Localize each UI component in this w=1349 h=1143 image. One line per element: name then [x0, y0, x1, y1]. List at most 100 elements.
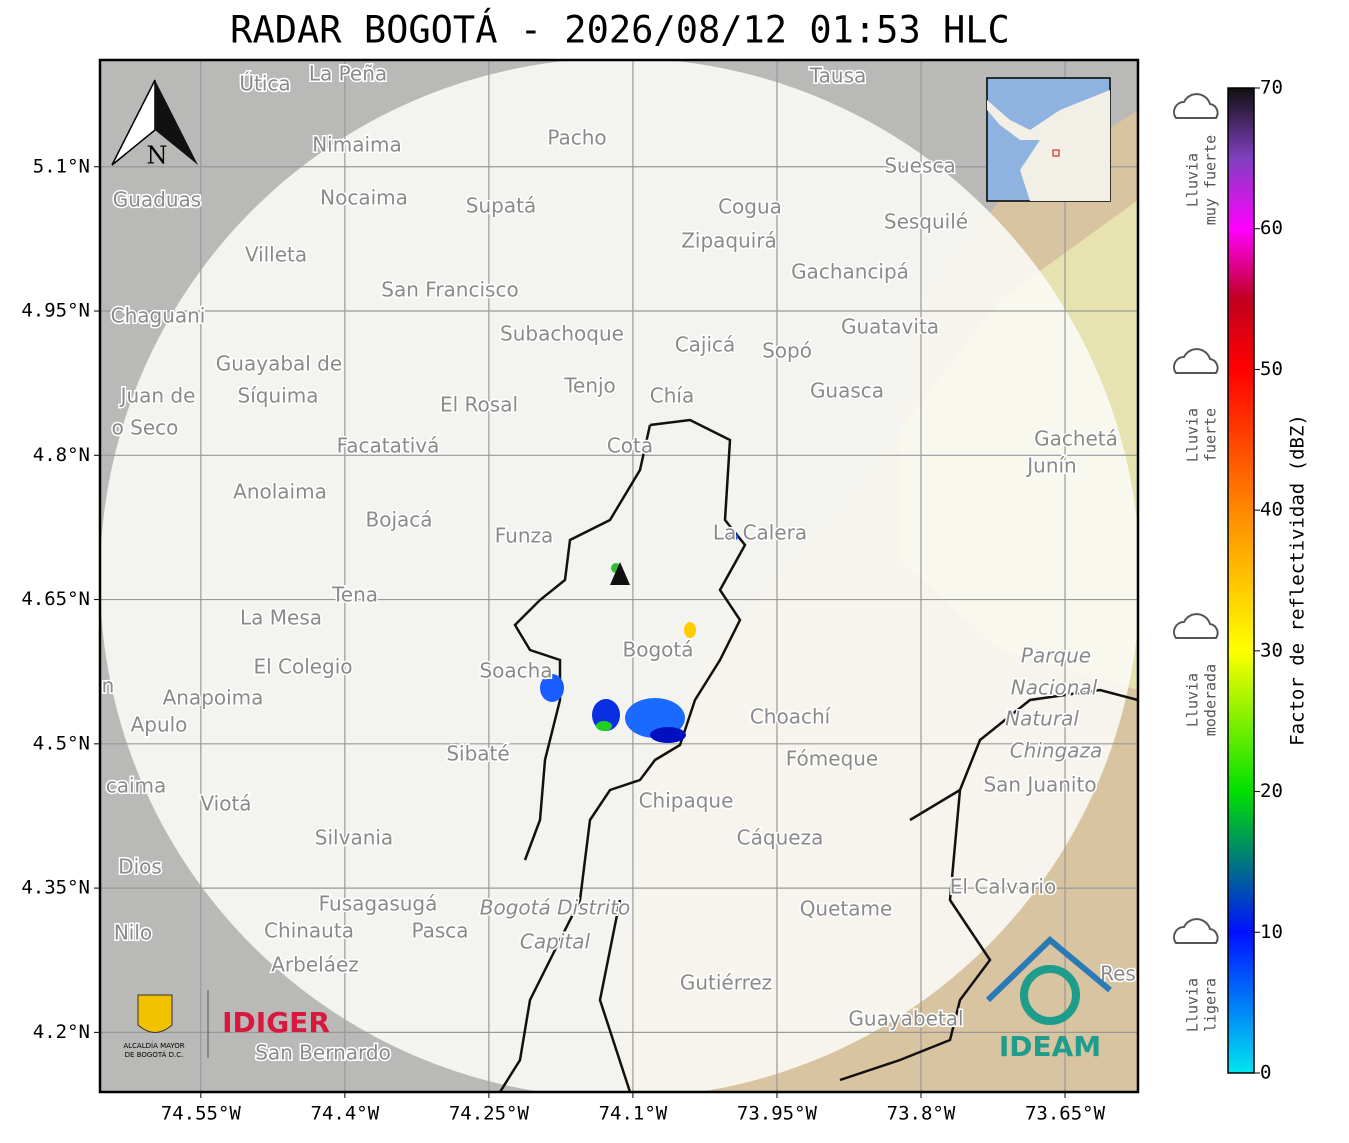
place-label: Sesquilé [884, 210, 968, 234]
category-label: ligera [1202, 978, 1220, 1032]
place-label: Silvania [315, 826, 393, 850]
place-label: Gutiérrez [680, 971, 772, 995]
ideam-logo: IDEAM [999, 1030, 1101, 1063]
place-label: Chía [650, 384, 694, 408]
category-label: Lluvia [1184, 978, 1202, 1032]
place-label: Síquima [238, 384, 319, 408]
north-arrow: N [111, 79, 198, 170]
map-frame [98, 58, 1140, 1094]
place-label: Cáqueza [737, 826, 824, 850]
place-label: Villeta [245, 243, 307, 267]
x-tick-label: 73.65°W [1025, 1103, 1106, 1125]
place-label: Facatativá [337, 434, 440, 458]
place-label: El Colegio [253, 655, 352, 679]
x-tick-label: 74.55°W [161, 1103, 242, 1125]
place-label: San Francisco [381, 278, 518, 302]
place-label: La Calera [713, 521, 807, 545]
category-label: Lluvia [1184, 153, 1202, 207]
place-label: Zipaquirá [681, 229, 777, 253]
ideam-roof [985, 935, 1112, 1003]
colorbar [1227, 87, 1255, 1074]
echo [540, 674, 564, 702]
place-label: Cajicá [675, 333, 736, 357]
place-label: El Rosal [440, 393, 518, 417]
y-tick-label: 4.5°N [33, 732, 90, 754]
place-label: Tena [331, 583, 378, 607]
place-label: Bogotá [623, 638, 694, 662]
x-tick-label: 74.1°W [599, 1103, 668, 1125]
place-label: Capital [520, 930, 591, 954]
place-label: La Mesa [240, 606, 322, 630]
place-label: Bogotá Distrito [480, 896, 630, 920]
place-label: Pacho [547, 126, 606, 150]
place-label: Chingaza [1010, 739, 1103, 763]
x-tick-label: 73.8°W [887, 1103, 956, 1125]
place-label: Sibaté [446, 742, 509, 766]
place-label: o Seco [112, 416, 179, 440]
place-label: Bojacá [365, 508, 432, 532]
y-tick-label: 4.95°N [21, 300, 90, 322]
colorbar-tick-label: 60 [1260, 217, 1283, 239]
place-label: Chipaque [639, 789, 734, 813]
place-label: Sopó [762, 339, 812, 363]
north-arrow-right [155, 80, 198, 165]
place-label: Apulo [131, 713, 188, 737]
place-label: Cogua [718, 195, 782, 219]
place-label: Anolaima [233, 480, 327, 504]
place-label: Arbeláez [271, 953, 359, 977]
ideam-swirl [1020, 965, 1080, 1025]
x-tick-label: 74.4°W [311, 1103, 380, 1125]
place-label: Supatá [466, 194, 536, 218]
place-label: Útica [239, 72, 290, 96]
y-tick-label: 4.2°N [33, 1021, 90, 1043]
place-label: La Peña [309, 62, 387, 86]
place-label: Chaguani [111, 304, 206, 328]
logos: ALCALDÍA MAYOR DE BOGOTÁ D.C. IDIGER IDE… [123, 935, 1112, 1063]
place-label: Gachetá [1034, 427, 1118, 451]
weather-icon [1173, 348, 1219, 374]
x-tick-label: 73.95°W [737, 1103, 818, 1125]
place-label: Tausa [809, 64, 867, 88]
place-label: Choachí [750, 705, 832, 729]
place-label: Juan de [119, 384, 196, 408]
idiger-logo: IDIGER [222, 1006, 330, 1039]
alcaldia-label: ALCALDÍA MAYOR [123, 1041, 184, 1050]
place-label: caima [106, 774, 167, 798]
x-tick-label: 74.25°W [449, 1103, 530, 1125]
alcaldia-shield [137, 994, 173, 1033]
y-tick-label: 4.65°N [21, 588, 90, 610]
district-boundary [498, 418, 747, 1092]
colorbar-tick-label: 50 [1260, 358, 1283, 380]
inset-map [986, 77, 1111, 202]
place-label: Guayabal de [216, 352, 342, 376]
map: La Peña Útica Tausa Pacho Nimaima Guaduas Noca… [100, 60, 1138, 1092]
colorbar-tick-label: 20 [1260, 780, 1283, 802]
colorbar-tick-label: 30 [1260, 639, 1283, 661]
place-label: Gachancipá [791, 260, 909, 284]
place-label: Fusagasugá [319, 892, 438, 916]
category-label: Lluvia [1184, 673, 1202, 727]
place-label: Fómeque [786, 747, 879, 771]
weather-icon [1173, 613, 1219, 639]
place-label: Natural [1005, 707, 1079, 731]
place-label: Anapoima [163, 686, 264, 710]
y-tick-label: 4.35°N [21, 877, 90, 899]
place-label: Guayabetal [848, 1007, 963, 1031]
place-label: Cota [607, 434, 653, 458]
radar-site [610, 562, 630, 585]
colorbar-label: Factor de reflectividad (dBZ) [1287, 414, 1309, 746]
colorbar-tick-label: 70 [1260, 77, 1283, 99]
colorbar-tick-label: 40 [1260, 499, 1283, 521]
place-label: Viotá [200, 792, 251, 816]
place-label: Guatavita [841, 315, 939, 339]
place-label: Quetame [800, 897, 893, 921]
category-label: fuerte [1202, 408, 1220, 462]
category-label: moderada [1202, 664, 1220, 736]
place-label: Dios [118, 855, 162, 879]
echo [684, 622, 696, 638]
category-label: muy fuerte [1202, 135, 1220, 225]
echo [726, 533, 738, 541]
place-label: n [102, 674, 115, 698]
place-label: El Calvario [950, 875, 1056, 899]
